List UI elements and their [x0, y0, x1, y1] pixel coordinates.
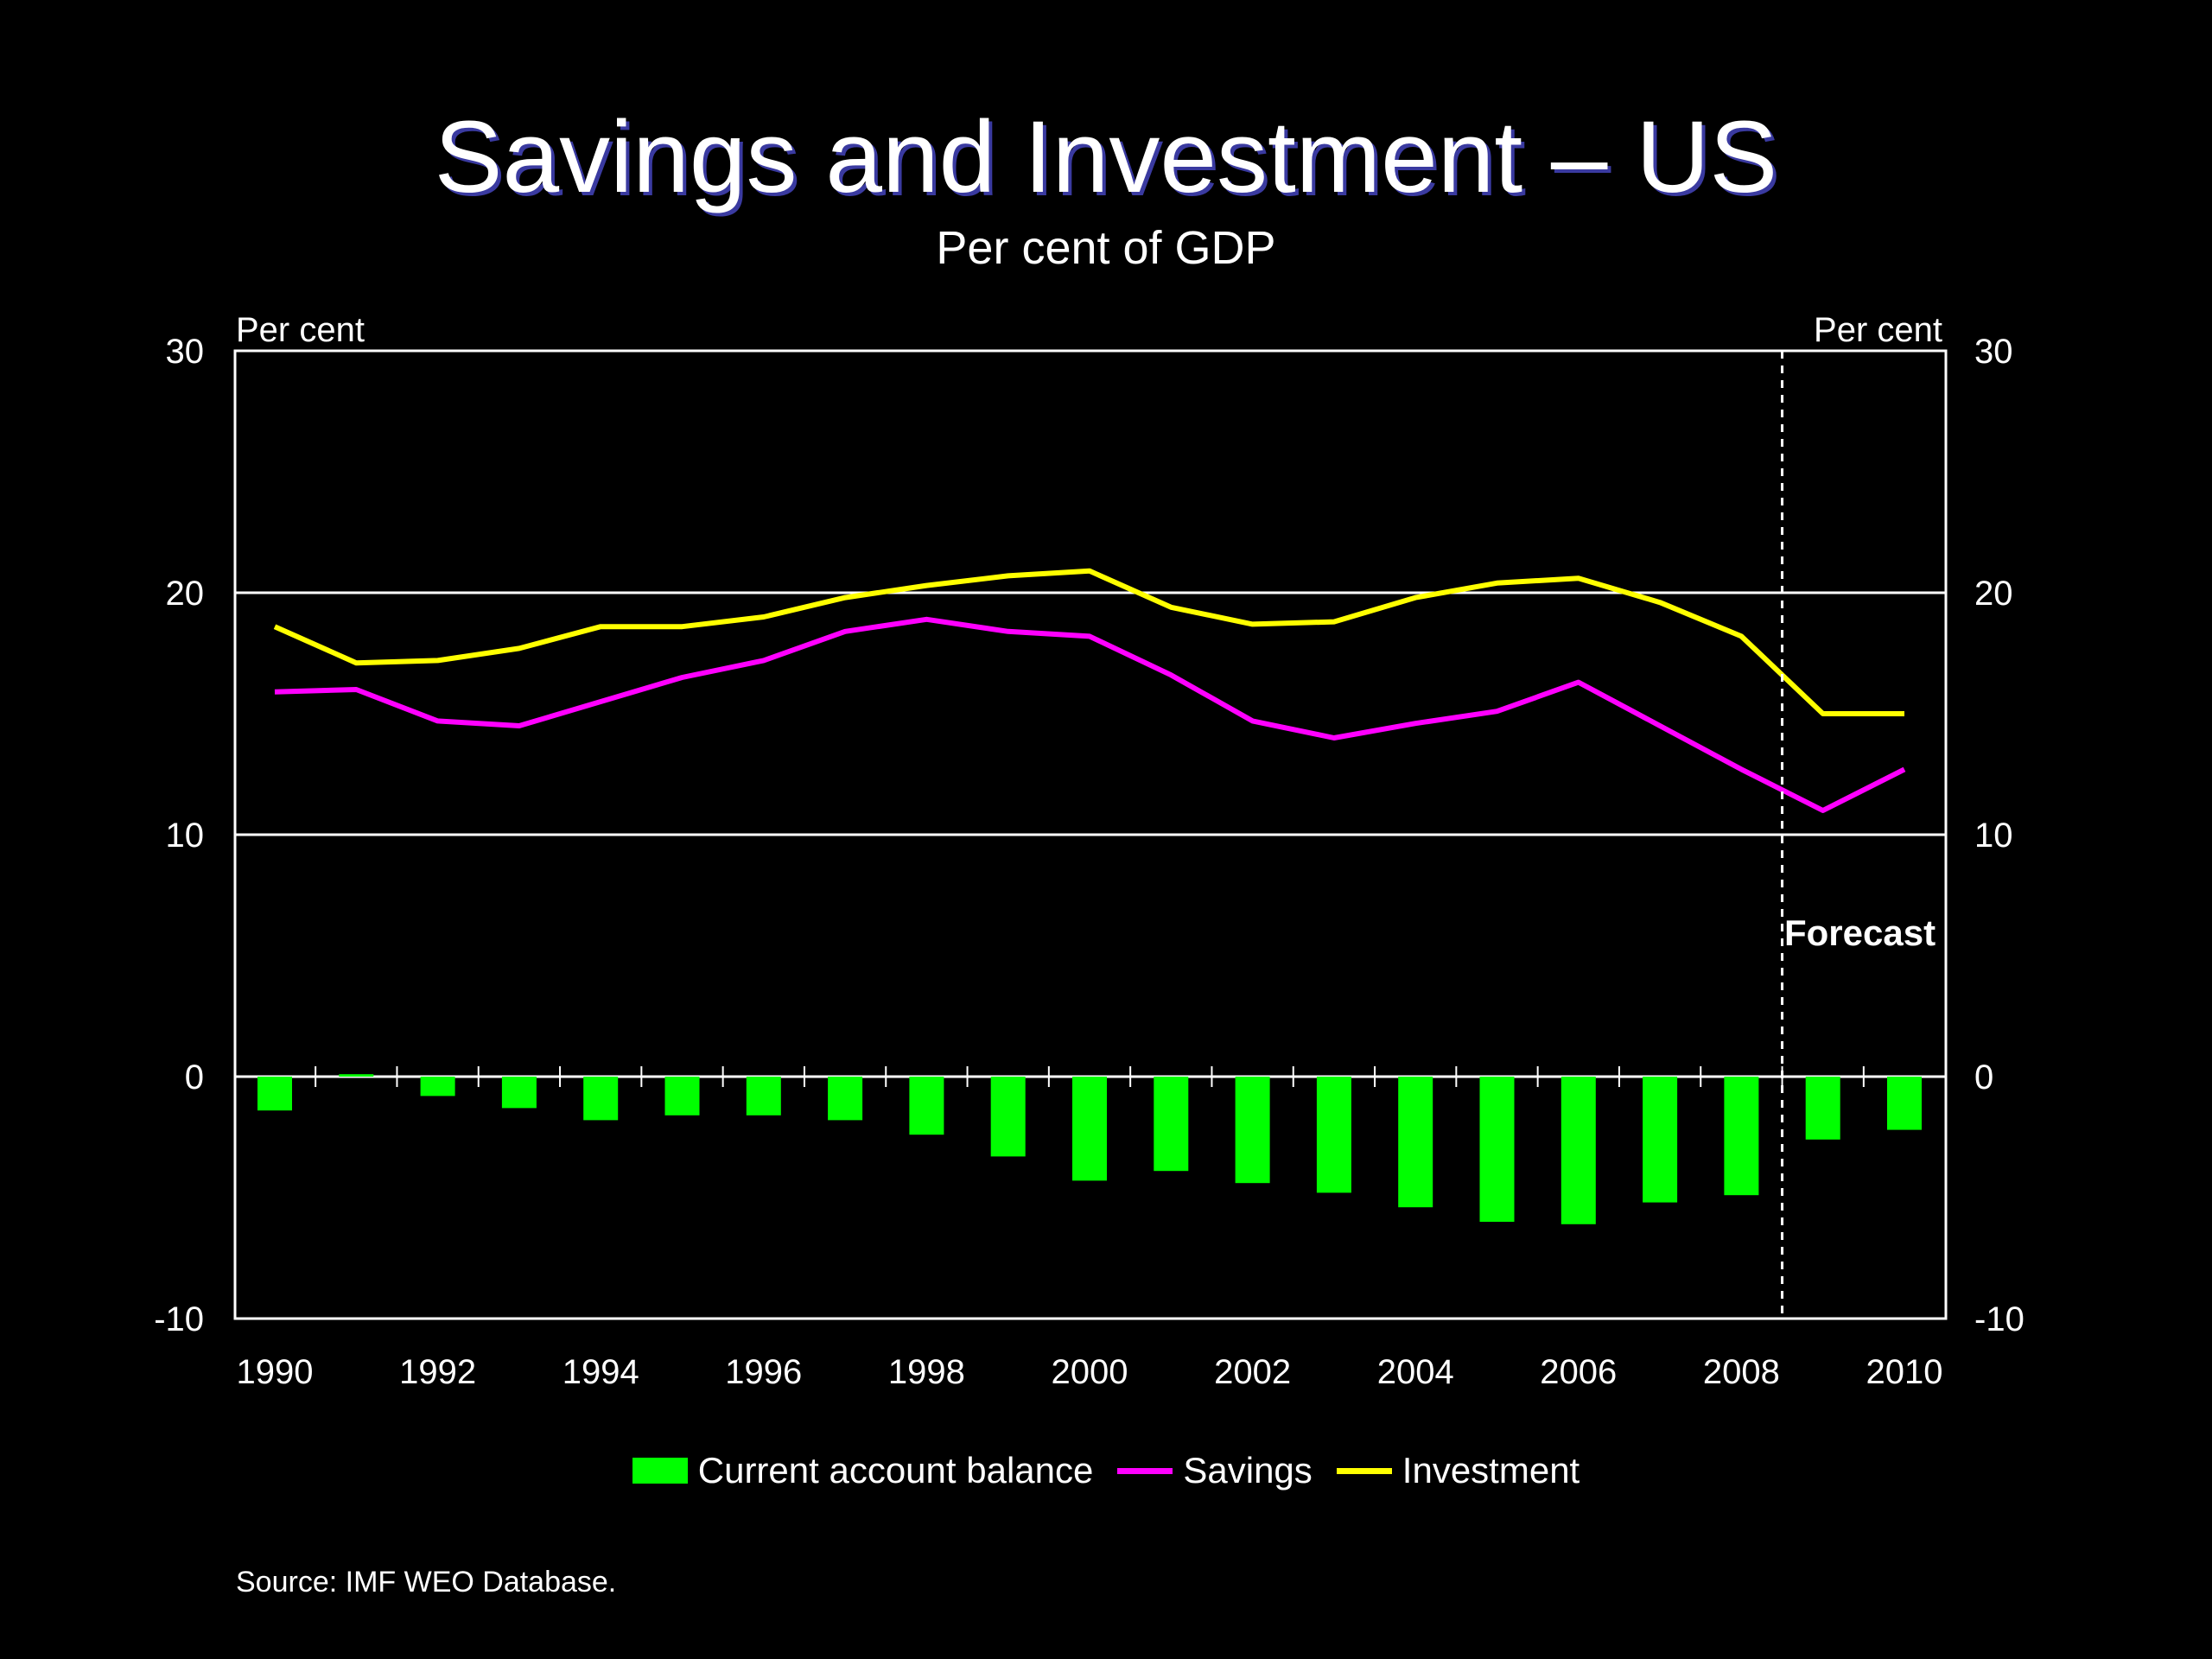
- y-tick-label-left: 0: [185, 1058, 204, 1096]
- bar-current-account: [1072, 1077, 1107, 1181]
- y-tick-label-right: -10: [1974, 1300, 2024, 1338]
- x-tick-label: 1992: [399, 1353, 476, 1391]
- legend-item-current-account: Current account balance: [632, 1450, 1094, 1491]
- plot-border: [233, 349, 1948, 1320]
- legend-label: Current account balance: [697, 1450, 1094, 1491]
- bar-current-account: [746, 1077, 781, 1116]
- bar-current-account: [1398, 1077, 1433, 1208]
- bar-current-account: [664, 1077, 700, 1116]
- y-axis-unit-right: Per cent: [1814, 311, 1942, 349]
- legend-swatch-bar: [632, 1458, 688, 1484]
- legend-item-investment: Investment: [1336, 1450, 1580, 1491]
- bar-current-account: [1235, 1077, 1270, 1184]
- legend-item-savings: Savings: [1117, 1450, 1313, 1491]
- bar-current-account: [828, 1077, 863, 1121]
- y-tick-label-left: 30: [166, 333, 205, 371]
- bar-current-account: [1805, 1077, 1840, 1140]
- bar-current-account: [583, 1077, 619, 1121]
- x-tick-label: 1998: [888, 1353, 965, 1391]
- bar-current-account: [1724, 1077, 1759, 1196]
- bar-current-account: [1560, 1077, 1596, 1224]
- legend: Current account balance Savings Investme…: [0, 1443, 2212, 1498]
- gridlines: [235, 591, 1946, 1078]
- plot-frame: [233, 349, 1948, 1320]
- bar-current-account: [1643, 1077, 1678, 1203]
- bar-current-account: [339, 1074, 374, 1077]
- y-tick-label-right: 10: [1974, 817, 2013, 855]
- forecast-label: Forecast: [1784, 912, 1936, 953]
- legend-label: Savings: [1183, 1450, 1313, 1491]
- bar-current-account: [1479, 1077, 1515, 1222]
- x-tick-label: 2004: [1377, 1353, 1454, 1391]
- bar-series-current-account: [257, 1074, 1922, 1224]
- bar-current-account: [990, 1077, 1026, 1157]
- line-series: [273, 568, 1906, 813]
- source-note: Source: IMF WEO Database.: [236, 1566, 617, 1599]
- bar-current-account: [257, 1077, 292, 1111]
- x-tick-label: 1996: [725, 1353, 802, 1391]
- y-tick-label-right: 30: [1974, 333, 2013, 371]
- bar-current-account: [420, 1077, 455, 1096]
- bar-current-account: [501, 1077, 537, 1109]
- chart-subtitle: Per cent of GDP: [936, 222, 1276, 274]
- x-tick-label: 2002: [1214, 1353, 1291, 1391]
- y-tick-label-left: 10: [166, 817, 205, 855]
- line-investment: [273, 568, 1904, 716]
- y-axis-unit-left: Per cent: [236, 311, 365, 349]
- y-tick-label-left: -10: [154, 1300, 204, 1338]
- x-tick-label: 2006: [1540, 1353, 1617, 1391]
- x-tick-label: 2000: [1052, 1353, 1128, 1391]
- line-savings: [274, 616, 1906, 813]
- x-tick-label: 2010: [1866, 1353, 1943, 1391]
- bar-current-account: [1887, 1077, 1922, 1130]
- chart-title: Savings and Investment – US: [434, 100, 1778, 214]
- bar-current-account: [1316, 1077, 1351, 1193]
- legend-swatch-line: [1117, 1467, 1173, 1474]
- legend-swatch-line: [1336, 1467, 1392, 1474]
- bar-current-account: [909, 1077, 944, 1135]
- y-tick-label-right: 20: [1974, 575, 2013, 613]
- bar-current-account: [1154, 1077, 1189, 1172]
- x-tick-label: 2008: [1703, 1353, 1780, 1391]
- y-tick-label-left: 20: [166, 575, 205, 613]
- y-tick-label-right: 0: [1974, 1058, 1993, 1096]
- x-tick-label: 1994: [563, 1353, 639, 1391]
- legend-label: Investment: [1402, 1450, 1580, 1491]
- x-tick-label: 1990: [237, 1353, 314, 1391]
